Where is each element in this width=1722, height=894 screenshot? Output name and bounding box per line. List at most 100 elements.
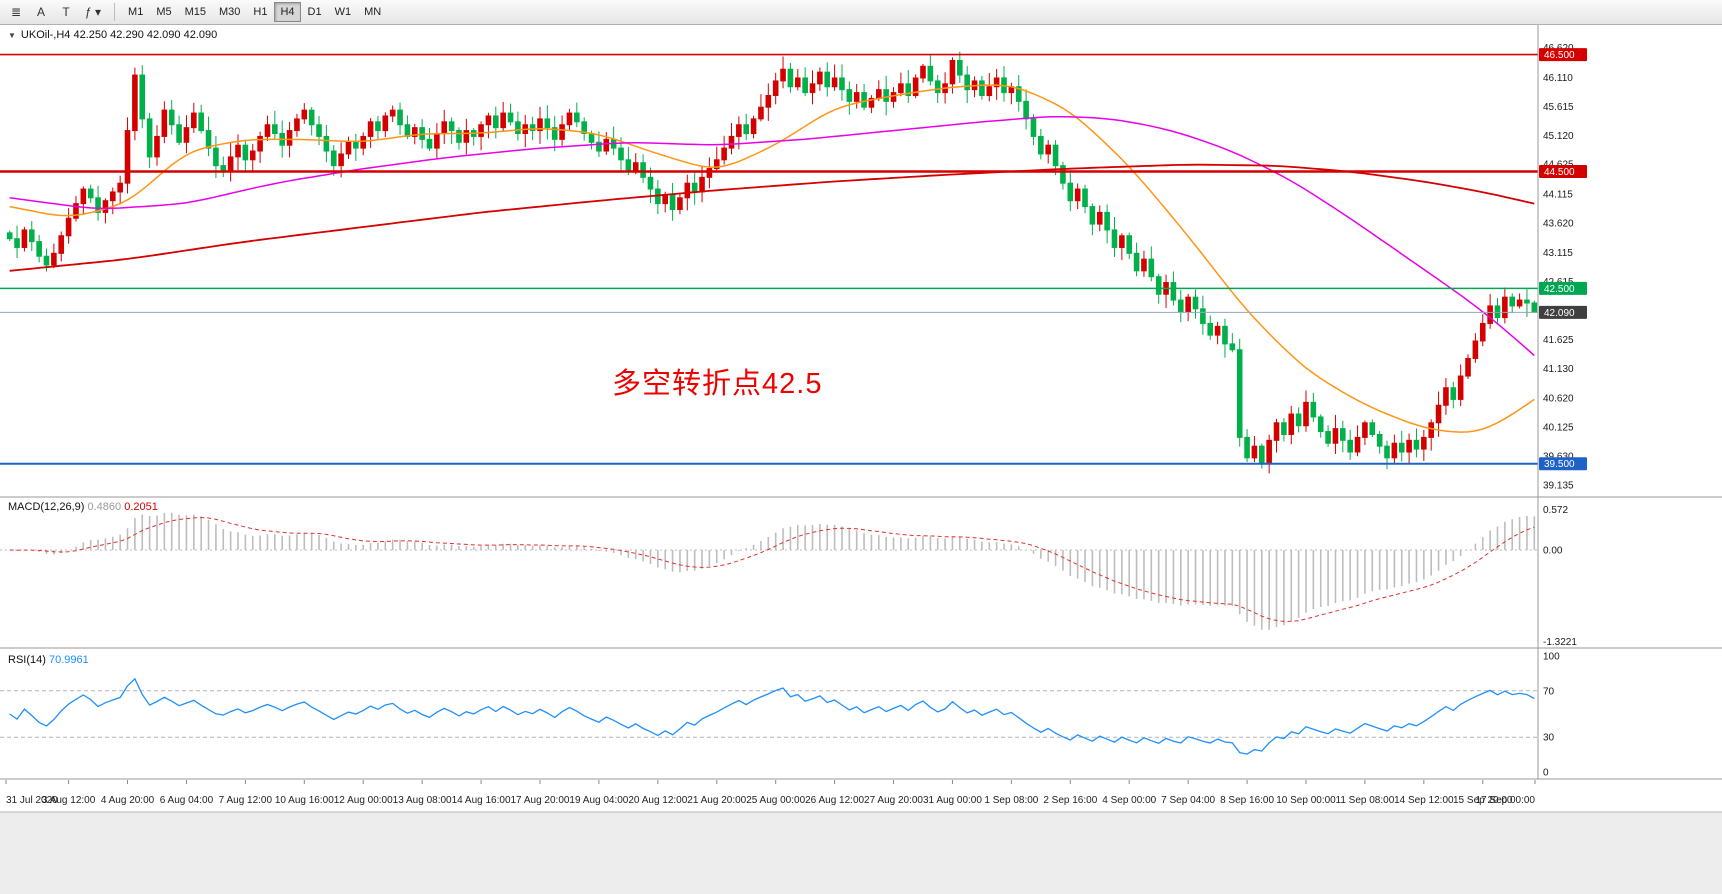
timeframe-button-h1[interactable]: H1 — [247, 2, 273, 22]
time-axis-label: 1 Sep 08:00 — [984, 795, 1038, 806]
candle — [817, 71, 823, 85]
candle — [301, 109, 308, 120]
price-badge-39500 — [1539, 457, 1587, 471]
candle — [51, 252, 57, 266]
candle — [824, 71, 831, 88]
price-axis[interactable]: 46.62046.11045.61545.12044.62544.11543.6… — [1539, 43, 1587, 492]
candle — [132, 74, 138, 132]
timeframe-button-m30[interactable]: M30 — [213, 2, 246, 22]
chart-title: ▼ UKOil-,H4 42.250 42.290 42.090 42.090 — [8, 29, 217, 41]
candle — [183, 127, 190, 143]
timeframe-button-m1[interactable]: M1 — [122, 2, 149, 22]
candle — [728, 135, 735, 149]
candle — [1450, 387, 1457, 400]
candle — [80, 188, 87, 205]
macd-name: MACD(12,26,9) — [8, 501, 85, 513]
candle — [198, 112, 204, 132]
time-axis-label: 10 Aug 16:00 — [275, 795, 334, 806]
macd-scale-label: 0.00 — [1543, 546, 1563, 557]
candle — [912, 77, 919, 97]
candle — [154, 135, 160, 158]
candle — [426, 138, 433, 149]
candle — [1074, 188, 1081, 202]
candle — [898, 83, 904, 94]
timeframe-button-mn[interactable]: MN — [358, 2, 387, 22]
candle — [1317, 416, 1324, 433]
candle — [1045, 144, 1052, 155]
price-badge-46500 — [1539, 48, 1587, 62]
candle — [920, 65, 926, 79]
candle — [1155, 276, 1162, 295]
candle — [1148, 258, 1155, 278]
candle — [36, 241, 42, 257]
ma-mid-magenta[interactable] — [9, 115, 1535, 357]
candle — [529, 124, 536, 132]
candle — [1141, 258, 1147, 272]
collapse-arrow-icon[interactable]: ▼ — [8, 30, 16, 40]
timeframe-button-w1[interactable]: W1 — [329, 2, 358, 22]
text-tool-icon[interactable]: T — [54, 2, 78, 22]
candle — [109, 191, 116, 202]
price-axis-label: 45.615 — [1543, 102, 1574, 113]
candle — [596, 141, 602, 152]
candle — [507, 112, 514, 123]
candle — [330, 150, 337, 167]
candle — [1222, 325, 1228, 345]
candle — [65, 217, 72, 237]
candle — [831, 77, 838, 88]
candle — [161, 109, 168, 137]
candle — [500, 112, 506, 129]
price-axis-label: 44.115 — [1543, 189, 1573, 200]
candle — [1509, 296, 1516, 307]
candle — [780, 68, 786, 82]
candle — [323, 135, 330, 152]
indicators-dropdown-icon[interactable]: ƒ ▾ — [79, 2, 107, 22]
timeframe-button-d1[interactable]: D1 — [302, 2, 328, 22]
candle — [1376, 433, 1383, 447]
candle — [772, 80, 779, 97]
price-badge-42090 — [1539, 305, 1587, 319]
candle — [124, 130, 131, 184]
candle — [1347, 439, 1353, 453]
rsi-indicator-label: RSI(14) 70.9961 — [8, 654, 89, 666]
time-axis-label: 31 Aug 00:00 — [923, 795, 982, 806]
candle — [979, 80, 985, 97]
candle — [249, 150, 256, 161]
candle — [713, 159, 720, 170]
macd-signal-value: 0.2051 — [124, 501, 158, 513]
price-axis-label: 40.125 — [1543, 423, 1574, 434]
candle — [758, 106, 764, 120]
candle — [272, 124, 278, 135]
candle — [1443, 387, 1449, 406]
time-axis-label: 13 Aug 08:00 — [393, 795, 452, 806]
timeframe-button-h4[interactable]: H4 — [274, 2, 301, 22]
ma-slow-red[interactable] — [9, 163, 1535, 272]
time-axis-label: 4 Aug 20:00 — [101, 795, 155, 806]
candle — [242, 144, 249, 161]
candle — [949, 59, 956, 85]
price-axis-label: 43.620 — [1543, 218, 1574, 229]
timeframe-button-m15[interactable]: M15 — [179, 2, 212, 22]
price-axis-label: 41.625 — [1543, 335, 1574, 346]
candle — [492, 115, 499, 129]
candlesticks — [6, 51, 1538, 474]
symbol-ohlc-label: UKOil-,H4 42.250 42.290 42.090 42.090 — [20, 29, 218, 41]
candle — [441, 121, 448, 135]
ma-fast-orange[interactable] — [9, 84, 1535, 433]
candle — [1472, 340, 1479, 360]
candle — [139, 74, 146, 120]
annotation-text[interactable]: 多空转折点42.5 — [612, 368, 823, 400]
time-axis-label: 3 Aug 12:00 — [42, 795, 96, 806]
templates-icon[interactable]: ≣ — [4, 2, 28, 22]
candle — [1465, 358, 1471, 377]
candle — [1325, 431, 1331, 444]
candle — [478, 124, 484, 137]
arrow-tool-icon[interactable]: A — [29, 2, 53, 22]
timeframe-button-m5[interactable]: M5 — [150, 2, 177, 22]
candle — [102, 200, 109, 213]
candle — [191, 112, 197, 129]
